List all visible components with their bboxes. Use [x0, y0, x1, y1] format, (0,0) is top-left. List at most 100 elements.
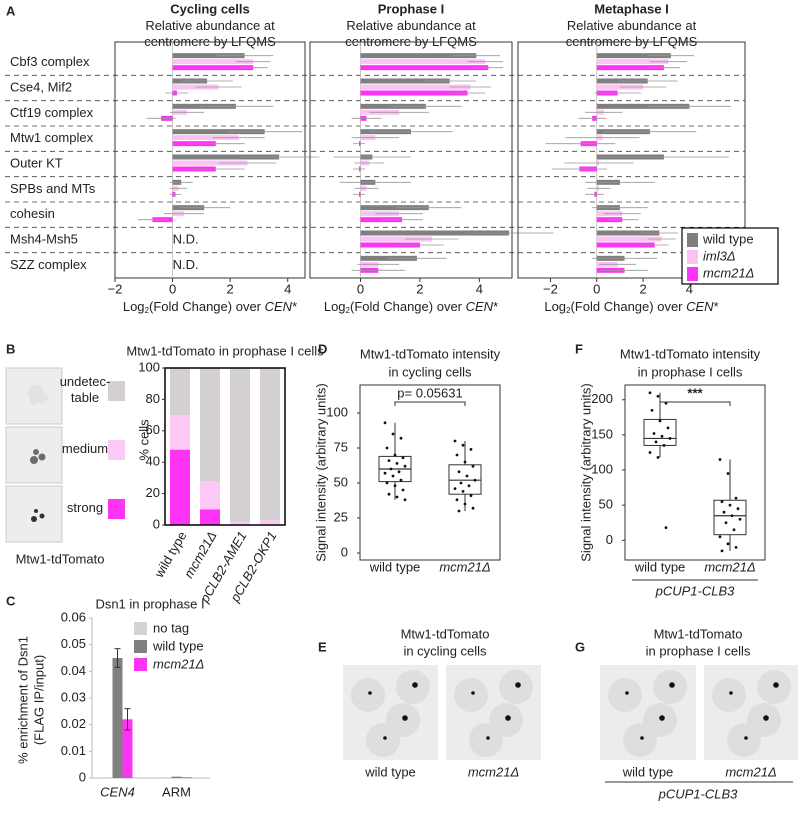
data-point — [734, 496, 738, 500]
x-tick-label: 0 — [593, 281, 600, 296]
data-point — [403, 498, 407, 502]
x-tick-label: mcm21Δ — [704, 559, 755, 574]
data-point — [393, 484, 397, 488]
bar — [360, 236, 432, 242]
image-subtitle: in prophase I cells — [646, 643, 751, 658]
x-tick-label: 4 — [284, 281, 291, 296]
data-point — [652, 432, 656, 435]
x-tick-label: 2 — [227, 281, 234, 296]
bar — [360, 242, 420, 248]
bar — [596, 103, 690, 109]
legend-swatch — [687, 267, 698, 281]
bar — [172, 59, 254, 65]
annotation: N.D. — [173, 231, 199, 246]
facet-title: Metaphase I — [594, 1, 668, 16]
y-axis-label: % enrichment of Dsn1 — [15, 636, 30, 764]
xlabel-part: Log — [123, 299, 145, 314]
bar-segment — [200, 509, 220, 525]
cell — [499, 670, 533, 704]
legend-label-line: medium — [62, 441, 108, 456]
data-point — [393, 453, 397, 457]
category-label: SPBs and MTs — [10, 181, 96, 196]
data-point — [656, 394, 660, 398]
legend-swatch — [134, 658, 147, 671]
y-tick-label: 150 — [591, 426, 613, 441]
bar — [596, 242, 655, 248]
box — [448, 464, 482, 495]
image-caption: Mtw1-tdTomato — [16, 551, 105, 566]
bar — [172, 129, 265, 135]
y-tick-label: 100 — [326, 404, 348, 419]
y-tick-label: 0 — [79, 769, 86, 784]
data-point — [401, 456, 405, 460]
group-label: pCUP1-CLB3 — [655, 583, 736, 598]
legend-swatch — [134, 622, 147, 635]
y-tick-label: 40 — [146, 454, 160, 469]
category-label: Ctf19 complex — [10, 105, 94, 120]
micrograph-spot — [39, 513, 45, 519]
xlabel-sub: 2 — [145, 306, 150, 315]
data-point — [385, 446, 389, 450]
xlabel-italic: CEN — [686, 299, 714, 314]
data-point — [724, 521, 728, 525]
bar — [161, 777, 172, 778]
annotation: p= 0.05631 — [397, 385, 462, 400]
panel-label: F — [575, 341, 583, 356]
cell — [712, 678, 746, 712]
xlabel-part: (Fold Change) over — [350, 299, 466, 314]
data-point — [395, 462, 399, 465]
x-tick-label: −2 — [543, 281, 558, 296]
bar-segment — [170, 368, 190, 416]
bar — [596, 53, 671, 59]
bar — [171, 776, 182, 778]
spot — [669, 682, 675, 688]
bar — [172, 65, 254, 71]
bar — [172, 160, 248, 166]
subtitle-line: Relative abundance at — [145, 18, 275, 33]
legend-label: no tag — [153, 620, 189, 635]
data-point — [726, 542, 730, 546]
y-axis-label: Signal intensity (arbitrary units) — [578, 383, 593, 561]
cell — [608, 678, 642, 712]
micrograph-spot — [30, 456, 38, 464]
facet-title: Cycling cells — [170, 1, 249, 16]
y-tick-label: 100 — [138, 359, 160, 374]
x-tick-label: 0 — [169, 281, 176, 296]
xlabel-sub: 2 — [566, 306, 571, 315]
chart-title: Mtw1-tdTomato intensity — [360, 346, 501, 361]
data-point — [471, 506, 475, 510]
data-point — [648, 391, 652, 395]
data-point — [658, 419, 662, 423]
micrograph-spot — [38, 453, 46, 461]
plot-frame — [624, 384, 766, 561]
x-tick-label: CEN4 — [100, 784, 135, 799]
data-point — [455, 453, 459, 457]
panel-label: B — [6, 341, 15, 356]
bar — [172, 53, 245, 59]
micrograph-spot — [30, 397, 38, 405]
spot — [505, 715, 511, 721]
y-tick-label: 100 — [591, 461, 613, 476]
cell — [653, 670, 687, 704]
bar — [596, 59, 669, 65]
bar — [596, 65, 664, 71]
x-axis-label: Log2(Fold Change) over CEN* — [324, 299, 498, 315]
data-point — [662, 444, 666, 447]
data-point — [660, 434, 664, 438]
y-tick-label: 80 — [146, 391, 160, 406]
data-point — [397, 470, 401, 474]
bar-segment — [200, 481, 220, 510]
data-point — [391, 474, 395, 478]
bar-segment — [260, 368, 280, 521]
cell — [454, 678, 488, 712]
x-tick-label: 4 — [686, 281, 693, 296]
cell — [623, 723, 657, 757]
xlabel-italic: CEN — [466, 299, 494, 314]
data-point — [469, 448, 473, 451]
bar-segment — [260, 520, 280, 525]
data-point — [654, 440, 658, 444]
y-tick-label: 50 — [334, 474, 348, 489]
xlabel-part: * — [493, 299, 498, 314]
y-tick-label: 0.05 — [61, 636, 86, 651]
legend-label: wild type — [152, 638, 204, 653]
